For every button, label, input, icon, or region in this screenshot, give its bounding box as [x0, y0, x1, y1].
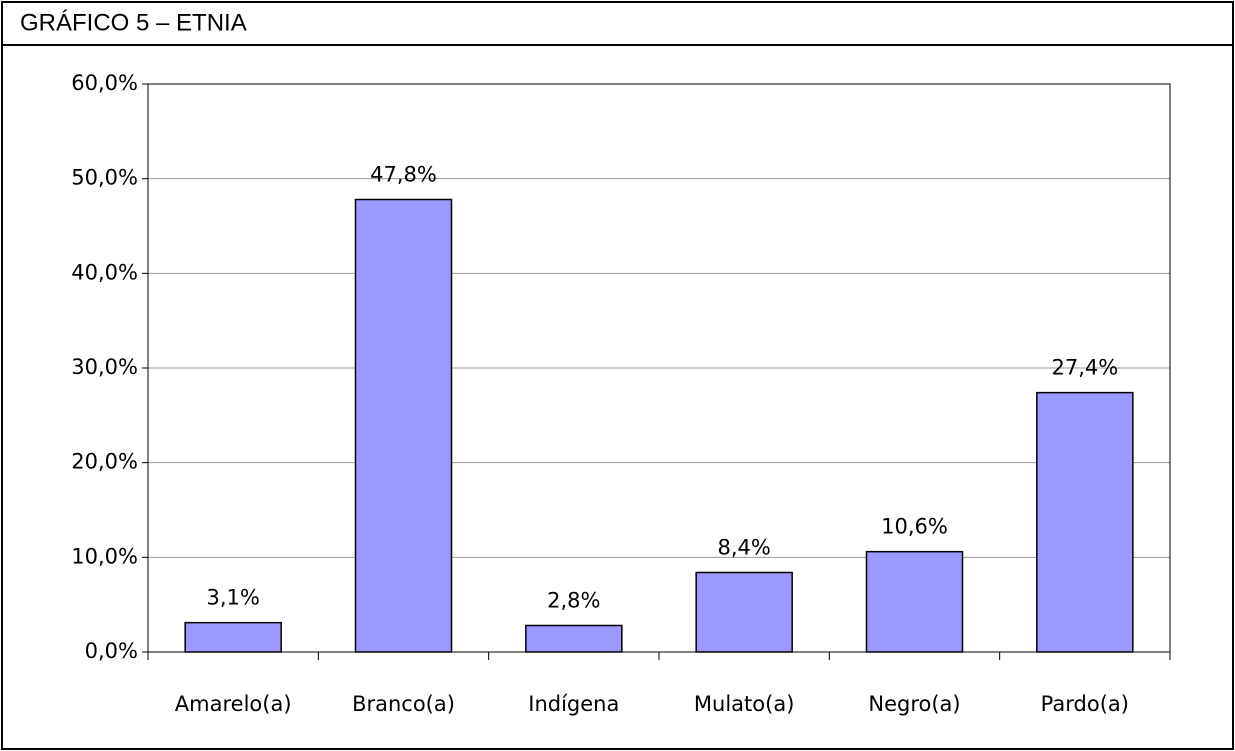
data-label: 47,8% [370, 162, 437, 186]
y-tick-label: 60,0% [71, 71, 138, 95]
y-tick-label: 0,0% [85, 639, 138, 663]
x-tick-label: Negro(a) [868, 692, 960, 716]
bar [184, 621, 282, 653]
bar [354, 198, 453, 653]
chart-title: GRÁFICO 5 – ETNIA [20, 9, 247, 36]
y-tick-label: 20,0% [71, 450, 138, 474]
bar [1036, 391, 1134, 653]
x-tick-label: Indígena [528, 692, 619, 716]
bar [525, 624, 623, 653]
data-label: 2,8% [547, 588, 600, 612]
y-tick-label: 40,0% [71, 260, 138, 284]
data-label: 27,4% [1051, 356, 1118, 380]
data-label: 10,6% [881, 515, 948, 539]
bar [695, 571, 793, 653]
y-tick-label: 10,0% [71, 544, 138, 568]
bar [865, 550, 964, 653]
data-label: 8,4% [717, 535, 770, 559]
y-tick-label: 50,0% [71, 166, 138, 190]
x-tick-label: Amarelo(a) [175, 692, 292, 716]
y-tick-label: 30,0% [71, 355, 138, 379]
x-tick-label: Mulato(a) [694, 692, 794, 716]
x-tick-label: Pardo(a) [1041, 692, 1129, 716]
data-label: 3,1% [206, 586, 259, 610]
x-tick-label: Branco(a) [352, 692, 455, 716]
